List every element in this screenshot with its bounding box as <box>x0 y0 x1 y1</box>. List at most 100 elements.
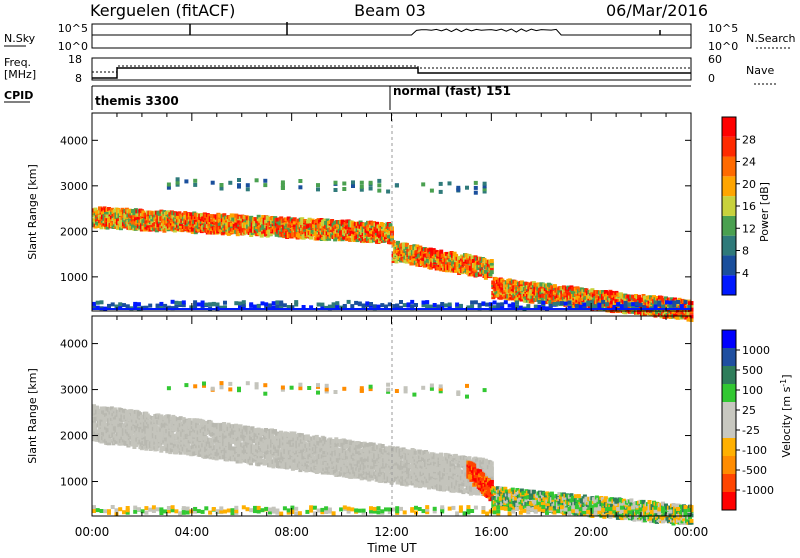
data-cell <box>538 300 542 304</box>
data-cell <box>590 300 594 304</box>
data-cell <box>515 301 519 305</box>
data-cell <box>493 301 497 305</box>
data-cell <box>369 302 373 306</box>
data-cell <box>263 183 267 187</box>
data-cell <box>358 302 362 306</box>
data-cell <box>246 187 250 191</box>
data-cell <box>560 301 564 305</box>
colorbar-tick-label: 16 <box>742 200 756 213</box>
data-cell <box>96 301 100 305</box>
data-cell <box>474 186 478 190</box>
data-cell <box>234 301 238 305</box>
data-cell <box>193 179 197 183</box>
data-cell <box>167 183 171 187</box>
data-cell <box>178 301 182 305</box>
data-cell <box>228 181 232 185</box>
data-cell <box>237 183 241 187</box>
freq-trace <box>92 68 691 78</box>
data-cell <box>332 302 336 306</box>
data-cell <box>197 302 201 306</box>
data-cell <box>549 304 553 308</box>
data-cell <box>597 303 601 307</box>
data-cell <box>508 304 512 308</box>
cpid-row: CPID themis 3300 normal (fast) 151 <box>4 84 691 110</box>
nsky-panel: N.Sky 10^5 10^0 10^5 10^0 N.Search <box>4 22 796 53</box>
data-cell <box>399 300 403 304</box>
data-cell <box>122 303 126 307</box>
data-cell <box>414 303 418 307</box>
data-cell <box>126 304 130 308</box>
data-cell <box>268 303 272 307</box>
data-cell <box>553 284 557 288</box>
data-cell <box>216 303 220 307</box>
data-cell <box>369 181 373 185</box>
data-cell <box>317 303 321 307</box>
data-cell <box>107 304 111 308</box>
data-cell <box>335 301 339 305</box>
station-title: Kerguelen (fitACF) <box>90 1 235 20</box>
colorbar-segment <box>722 117 736 137</box>
data-cell <box>261 301 265 305</box>
data-cell <box>654 304 658 308</box>
data-cell <box>465 186 469 190</box>
y-tick-label: 2000 <box>60 225 88 238</box>
data-cell <box>631 302 635 306</box>
data-cell <box>490 259 494 263</box>
data-cell <box>294 300 298 304</box>
data-cell <box>298 179 302 183</box>
data-cell <box>334 181 338 185</box>
cpid-label: CPID <box>4 89 33 102</box>
data-cell <box>564 302 568 306</box>
data-cell <box>425 300 429 304</box>
data-cell <box>377 183 381 187</box>
data-cell <box>275 300 279 304</box>
data-cell <box>201 301 205 305</box>
y-tick-label: 1000 <box>60 271 88 284</box>
cpid-mode-2: normal (fast) 151 <box>393 84 511 98</box>
data-cell <box>92 302 96 306</box>
data-cell <box>386 190 390 194</box>
nsky-tick-top: 10^5 <box>58 22 88 35</box>
nsky-frame <box>92 24 691 48</box>
y-tick-label: 4000 <box>60 134 88 147</box>
data-cell <box>360 181 364 185</box>
data-cell <box>342 187 346 191</box>
data-cell <box>616 302 620 306</box>
data-cell <box>456 186 460 190</box>
power-y-ticks: 1000 2000 3000 4000 <box>60 134 691 284</box>
data-cell <box>620 304 624 308</box>
data-cell <box>568 301 572 305</box>
nsearch-tick-bottom: 10^0 <box>708 40 738 53</box>
data-cell <box>148 304 152 308</box>
data-cell <box>407 302 411 306</box>
nsky-tick-bottom: 10^0 <box>58 40 88 53</box>
data-cell <box>478 303 482 307</box>
data-cell <box>377 179 381 183</box>
data-cell <box>500 302 504 306</box>
colorbar-segment <box>722 216 736 236</box>
y-tick-label: 3000 <box>60 180 88 193</box>
data-cell <box>182 300 186 304</box>
date-title: 06/Mar/2016 <box>606 1 708 20</box>
data-cell <box>272 301 276 305</box>
data-cell <box>171 300 175 304</box>
data-cell <box>470 305 474 309</box>
data-cell <box>684 300 688 304</box>
data-cell <box>184 179 188 183</box>
data-cell <box>627 302 631 306</box>
data-cell <box>485 303 489 307</box>
data-cell <box>193 183 197 187</box>
data-cell <box>474 191 478 195</box>
colorbar-tick-label: 12 <box>742 222 756 235</box>
data-cell <box>193 300 197 304</box>
freq-tick-top: 18 <box>68 53 82 66</box>
nsky-label: N.Sky <box>4 32 36 45</box>
data-cell <box>448 303 452 307</box>
data-cell <box>680 304 684 308</box>
data-cell <box>159 302 163 306</box>
data-cell <box>373 304 377 308</box>
data-cell <box>298 185 302 189</box>
data-cell <box>204 303 208 307</box>
data-cell <box>483 182 487 186</box>
